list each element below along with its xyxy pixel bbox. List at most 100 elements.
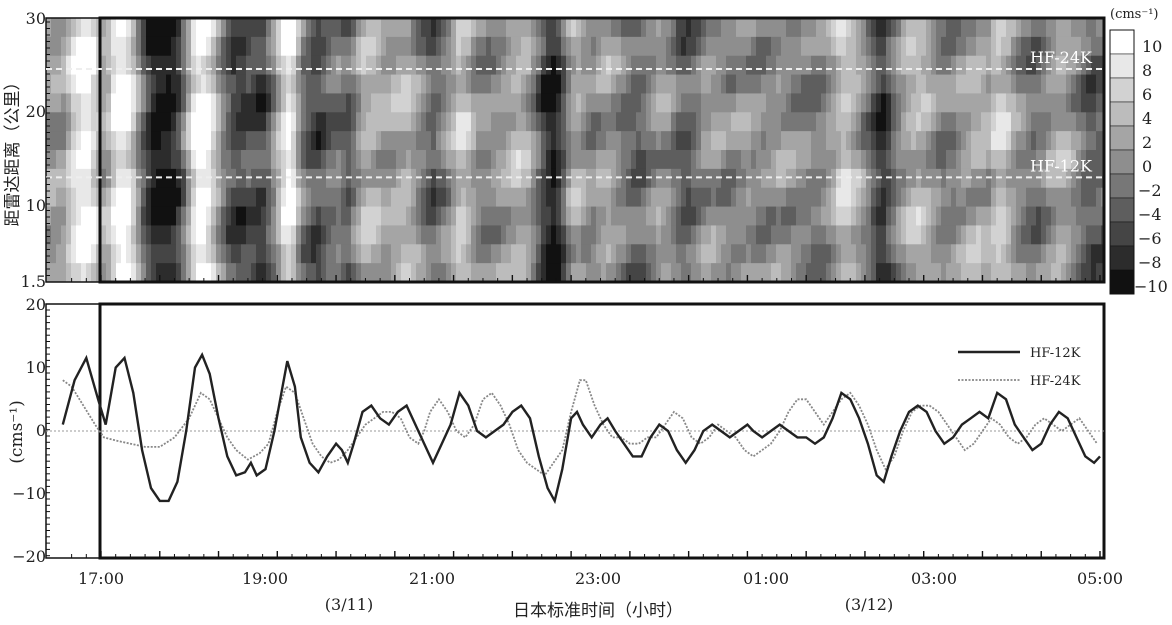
heatmap-cell bbox=[646, 225, 652, 245]
heatmap-cell bbox=[986, 168, 992, 189]
heatmap-cell bbox=[696, 18, 702, 38]
heatmap-cell bbox=[741, 74, 747, 95]
heatmap-cell bbox=[351, 74, 357, 95]
heatmap-cell bbox=[471, 263, 477, 282]
heatmap-cell bbox=[156, 131, 162, 151]
heatmap-cell bbox=[606, 112, 612, 132]
heatmap-cell bbox=[811, 112, 817, 132]
heatmap-cell bbox=[321, 93, 327, 113]
heatmap-cell bbox=[281, 206, 287, 227]
heatmap-cell bbox=[1031, 244, 1037, 264]
heatmap-cell bbox=[526, 225, 532, 245]
heatmap-cell bbox=[336, 150, 342, 170]
heatmap-cell bbox=[86, 93, 92, 113]
heatmap-cell bbox=[331, 263, 337, 282]
heatmap-cell bbox=[921, 131, 927, 151]
heatmap-cell bbox=[971, 93, 977, 113]
heatmap-cell bbox=[656, 225, 662, 245]
heatmap-cell bbox=[226, 36, 232, 57]
heatmap-cell bbox=[606, 150, 612, 170]
heatmap-cell bbox=[736, 187, 742, 208]
heatmap-cell bbox=[441, 225, 447, 245]
heatmap-cell bbox=[496, 36, 502, 57]
heatmap-cell bbox=[401, 187, 407, 208]
heatmap-cell bbox=[181, 225, 187, 245]
heatmap-cell bbox=[1021, 55, 1027, 76]
heatmap-cell bbox=[1066, 168, 1072, 189]
heatmap-cell bbox=[1021, 263, 1027, 282]
heatmap-cell bbox=[936, 36, 942, 57]
heatmap-cell bbox=[1066, 93, 1072, 113]
heatmap-cell bbox=[1006, 74, 1012, 95]
heatmap-cell bbox=[761, 18, 767, 38]
heatmap-cell bbox=[756, 112, 762, 132]
heatmap-cell bbox=[811, 244, 817, 264]
heatmap-cell bbox=[191, 150, 197, 170]
heatmap-cell bbox=[741, 225, 747, 245]
heatmap-cell bbox=[566, 187, 572, 208]
heatmap-cell bbox=[466, 112, 472, 132]
heatmap-cell bbox=[451, 74, 457, 95]
heatmap-cell bbox=[236, 93, 242, 113]
heatmap-cell bbox=[186, 244, 192, 264]
heatmap-cell bbox=[76, 150, 82, 170]
heatmap-cell bbox=[176, 263, 182, 282]
heatmap-cell bbox=[706, 18, 712, 38]
heatmap-cell bbox=[476, 93, 482, 113]
heatmap-cell bbox=[801, 131, 807, 151]
heatmap-cell bbox=[681, 18, 687, 38]
heatmap-cell bbox=[536, 55, 542, 76]
heatmap-cell bbox=[896, 18, 902, 38]
heatmap-cell bbox=[701, 263, 707, 282]
heatmap-cell bbox=[726, 187, 732, 208]
heatmap-cell bbox=[86, 36, 92, 57]
heatmap-cell bbox=[776, 55, 782, 76]
heatmap-cell bbox=[136, 55, 142, 76]
heatmap-cell bbox=[351, 150, 357, 170]
heatmap-cell bbox=[51, 18, 57, 38]
heatmap-cell bbox=[146, 206, 152, 227]
heatmap-cell bbox=[471, 74, 477, 95]
heatmap-cell bbox=[761, 74, 767, 95]
heatmap-cell bbox=[231, 168, 237, 189]
heatmap-cell bbox=[1021, 187, 1027, 208]
heatmap-cell bbox=[116, 263, 122, 282]
heatmap-cell bbox=[901, 131, 907, 151]
x-tick-label-1700: 17:00 bbox=[78, 569, 124, 588]
heatmap-cell bbox=[326, 55, 332, 76]
heatmap-cell bbox=[71, 93, 77, 113]
heatmap-cell bbox=[696, 55, 702, 76]
heatmap-cell bbox=[221, 36, 227, 57]
heatmap-cell bbox=[301, 93, 307, 113]
heatmap-cell bbox=[236, 131, 242, 151]
heatmap-cell bbox=[656, 18, 662, 38]
heatmap-cell bbox=[586, 168, 592, 189]
heatmap-cell bbox=[1091, 168, 1097, 189]
heatmap-cell bbox=[841, 74, 847, 95]
heatmap-cell bbox=[896, 225, 902, 245]
heatmap-cell bbox=[261, 206, 267, 227]
heatmap-cell bbox=[551, 187, 557, 208]
heatmap-cell bbox=[196, 150, 202, 170]
heatmap-cell bbox=[86, 206, 92, 227]
heatmap-cell bbox=[856, 187, 862, 208]
heatmap-cell bbox=[956, 36, 962, 57]
heatmap-cell bbox=[1076, 244, 1082, 264]
heatmap-cell bbox=[711, 244, 717, 264]
heatmap-cell bbox=[496, 206, 502, 227]
heatmap-cell bbox=[111, 112, 117, 132]
heatmap-cell bbox=[171, 93, 177, 113]
top-panel-heatmap: HF-24K HF-12K 30 20 10 1.5 距雷达距离（公里） bbox=[3, 9, 1106, 291]
x-axis-title: 日本标准时间（小时） bbox=[513, 601, 683, 621]
heatmap-cell bbox=[886, 112, 892, 132]
heatmap-cell bbox=[566, 150, 572, 170]
heatmap-cell bbox=[521, 187, 527, 208]
heatmap-cell bbox=[301, 263, 307, 282]
heatmap-cell bbox=[656, 187, 662, 208]
heatmap-cell bbox=[181, 150, 187, 170]
heatmap-cell bbox=[506, 150, 512, 170]
heatmap-cell bbox=[491, 131, 497, 151]
heatmap-cell bbox=[761, 150, 767, 170]
heatmap-cell bbox=[781, 55, 787, 76]
heatmap-cell bbox=[656, 74, 662, 95]
